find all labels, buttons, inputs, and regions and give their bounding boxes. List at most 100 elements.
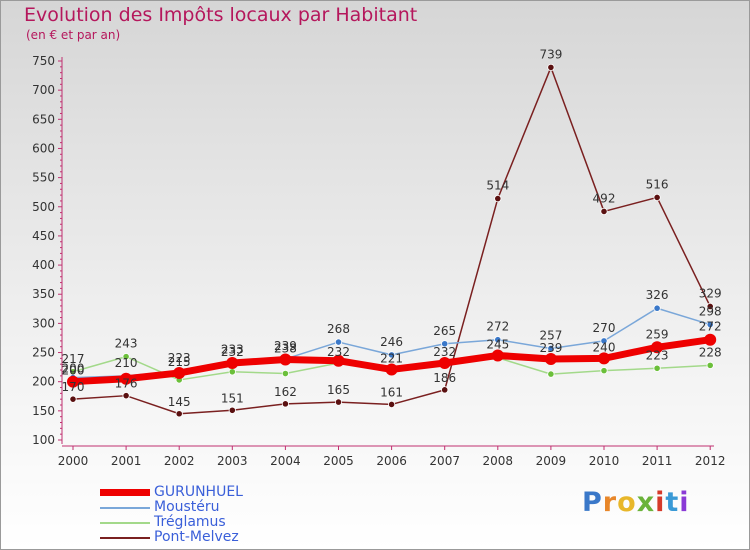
data-label: 210 xyxy=(115,356,138,370)
data-label: 161 xyxy=(380,385,403,399)
data-label: 329 xyxy=(699,286,722,300)
data-label: 232 xyxy=(221,345,244,359)
data-label: 516 xyxy=(646,177,669,191)
data-label: 259 xyxy=(646,327,669,341)
y-tick-label: 550 xyxy=(32,171,55,185)
legend-label: GURUNHUEL xyxy=(154,484,243,500)
data-point xyxy=(547,63,555,72)
x-tick-label: 2003 xyxy=(217,454,248,468)
data-point xyxy=(279,353,292,366)
data-label: 239 xyxy=(274,339,297,353)
y-tick-label: 450 xyxy=(32,229,55,243)
data-point xyxy=(600,207,608,216)
y-tick-label: 200 xyxy=(32,375,55,389)
y-tick-label: 150 xyxy=(32,404,55,418)
chart-legend: GURUNHUEL Moustéru Tréglamus Pont-Melvez xyxy=(100,484,300,545)
data-point xyxy=(173,366,186,379)
data-label: 245 xyxy=(486,337,509,351)
data-point xyxy=(547,344,555,353)
data-point xyxy=(651,341,664,354)
data-point xyxy=(120,372,133,385)
x-tick-label: 2004 xyxy=(270,454,301,468)
legend-swatch xyxy=(100,537,150,539)
legend-swatch xyxy=(100,507,150,509)
data-label: 223 xyxy=(646,348,669,362)
legend-item: GURUNHUEL xyxy=(100,484,300,500)
data-point xyxy=(494,336,502,344)
data-label: 265 xyxy=(433,324,456,338)
data-label: 145 xyxy=(168,395,191,409)
data-point xyxy=(387,400,396,409)
data-point xyxy=(334,398,343,406)
data-point xyxy=(704,333,717,346)
chart-subtitle: (en € et par an) xyxy=(26,28,121,42)
data-point xyxy=(387,351,396,359)
data-label: 514 xyxy=(486,179,509,193)
data-point xyxy=(226,357,239,370)
x-tick-label: 2007 xyxy=(429,454,460,468)
data-point xyxy=(438,357,451,370)
data-label: 228 xyxy=(699,345,722,359)
x-tick-label: 2009 xyxy=(536,454,567,468)
data-point xyxy=(494,195,502,203)
data-point xyxy=(653,304,661,312)
y-tick-label: 350 xyxy=(32,287,55,301)
data-label: 151 xyxy=(221,391,244,405)
data-label: 240 xyxy=(593,340,616,354)
logo-letter: o xyxy=(617,487,637,518)
data-label: 246 xyxy=(380,335,403,349)
y-tick-label: 300 xyxy=(32,316,55,330)
y-tick-label: 650 xyxy=(32,112,55,126)
legend-label: Moustéru xyxy=(154,499,220,515)
data-label: 268 xyxy=(327,322,350,336)
x-tick-label: 2008 xyxy=(483,454,514,468)
data-label: 232 xyxy=(327,345,350,359)
chart-title: Evolution des Impôts locaux par Habitant xyxy=(24,4,418,26)
data-label: 492 xyxy=(593,191,616,205)
data-label: 170 xyxy=(62,380,85,394)
legend-item: Tréglamus xyxy=(100,514,300,530)
legend-label: Pont-Melvez xyxy=(154,529,239,545)
data-point xyxy=(706,361,714,369)
data-label: 272 xyxy=(486,320,509,334)
data-label: 739 xyxy=(539,47,562,61)
data-label: 217 xyxy=(62,352,85,366)
data-point xyxy=(228,406,236,414)
data-label: 221 xyxy=(380,351,403,365)
data-label: 223 xyxy=(168,351,191,365)
legend-swatch xyxy=(100,522,150,524)
x-tick-label: 2006 xyxy=(376,454,407,468)
data-point xyxy=(653,193,661,202)
data-label: 165 xyxy=(327,383,350,397)
data-label: 215 xyxy=(168,355,191,369)
data-point xyxy=(332,354,345,367)
data-label: 326 xyxy=(646,288,669,302)
y-tick-label: 400 xyxy=(32,258,55,272)
x-tick-label: 2002 xyxy=(164,454,195,468)
data-point xyxy=(547,370,555,378)
proxiti-logo: Proxiti xyxy=(582,487,690,518)
data-point xyxy=(600,367,608,375)
data-label: 200 xyxy=(62,362,85,376)
y-tick-label: 100 xyxy=(32,433,55,447)
logo-letter: i xyxy=(655,487,666,518)
legend-item: Moustéru xyxy=(100,499,300,515)
data-point xyxy=(334,338,343,346)
data-label: 186 xyxy=(433,371,456,385)
data-point xyxy=(228,368,236,376)
x-tick-label: 2011 xyxy=(642,454,673,468)
logo-letter: P xyxy=(582,487,603,518)
data-label: 298 xyxy=(699,305,722,319)
data-point xyxy=(441,386,449,394)
logo-letter: i xyxy=(679,487,690,518)
y-tick-label: 250 xyxy=(32,346,55,360)
x-tick-label: 2000 xyxy=(58,454,89,468)
legend-swatch xyxy=(100,489,150,496)
data-point xyxy=(175,410,183,418)
data-point xyxy=(600,337,608,345)
data-label: 257 xyxy=(539,328,562,342)
logo-letter: t xyxy=(665,487,680,518)
legend-label: Tréglamus xyxy=(154,514,226,530)
x-tick-label: 2012 xyxy=(695,454,726,468)
